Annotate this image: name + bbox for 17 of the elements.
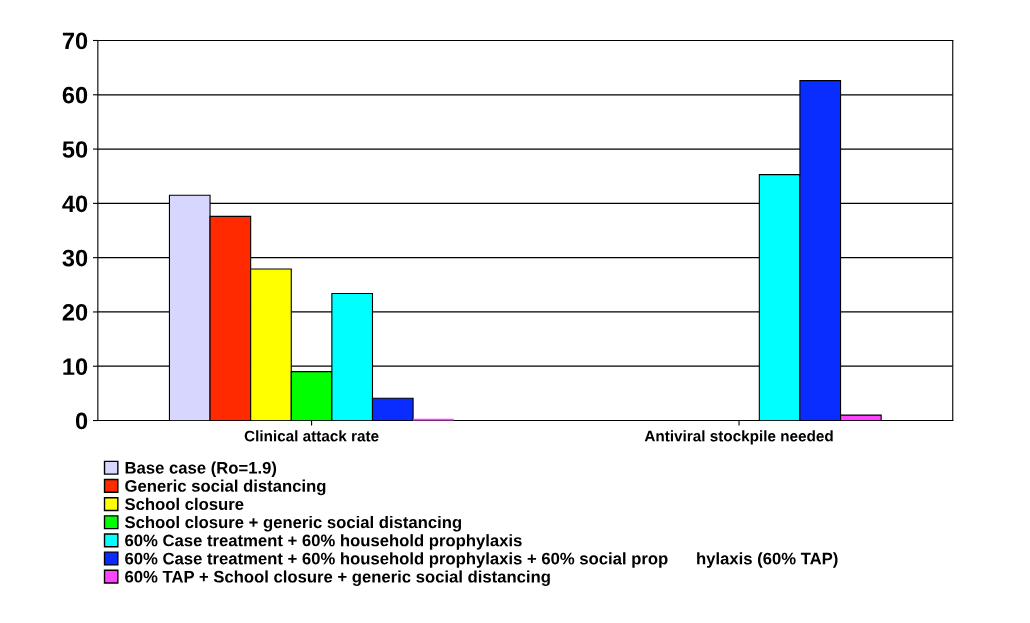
legend-label: School closure bbox=[125, 497, 244, 511]
legend-label: Base case (Ro=1.9) bbox=[125, 461, 277, 478]
y-tick-label: 40 bbox=[62, 195, 88, 213]
y-tick-label: 0 bbox=[75, 412, 88, 430]
x-tick-label: Antiviral stockpile needed bbox=[644, 430, 833, 445]
y-tick-label: 50 bbox=[62, 141, 88, 158]
y-tick-label: 60 bbox=[62, 86, 88, 104]
y-tick-label: 20 bbox=[62, 304, 88, 321]
legend-label: 60% Case treatment + 60% household prophylaxis bbox=[125, 534, 522, 550]
x-tick-label: Clinical attack rate bbox=[244, 430, 379, 442]
y-tick-label: 70 bbox=[62, 32, 88, 50]
legend-label: 60% Case treatment + 60% household prophylaxis + 60% social prop hylaxis (60% TAP) bbox=[125, 552, 838, 568]
legend-label: School closure + generic social distancing bbox=[125, 515, 462, 532]
y-tick-label: 30 bbox=[62, 249, 88, 267]
legend-label: Generic social distancing bbox=[125, 479, 326, 496]
y-tick-label: 10 bbox=[63, 358, 88, 376]
legend-label: 60% TAP + School closure + generic social distancing bbox=[125, 570, 550, 586]
